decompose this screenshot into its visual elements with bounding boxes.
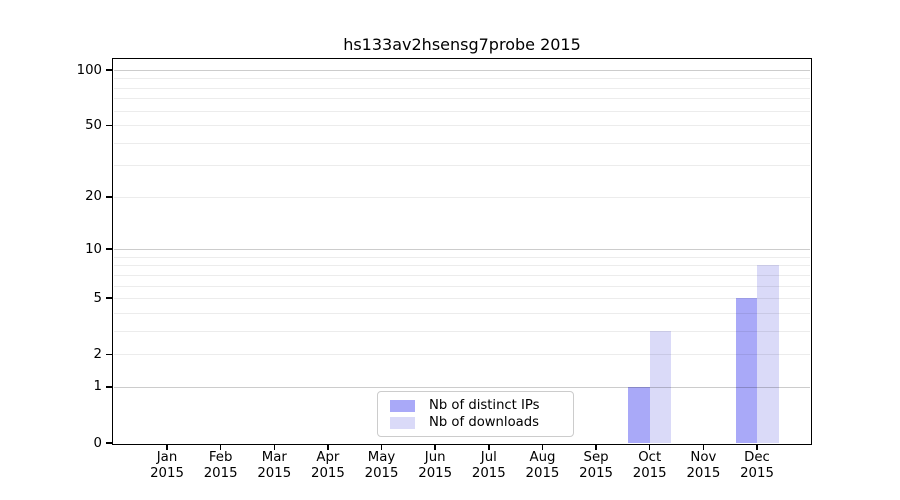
x-tick-mark [756, 444, 758, 450]
legend-swatch-downloads [390, 416, 415, 429]
legend-item-downloads: Nb of downloads [390, 414, 565, 431]
y-tick-mark [106, 248, 113, 250]
x-tick-mark [327, 444, 329, 450]
x-tick-label: Sep 2015 [579, 450, 613, 481]
legend: Nb of distinct IPs Nb of downloads [377, 391, 574, 437]
y-tick-label: 1 [93, 379, 102, 395]
bar-nb-of-downloads-dec [757, 265, 779, 443]
x-tick-mark [219, 444, 222, 450]
gridline-major-10 [114, 249, 810, 251]
bar-nb-of-distinct-ips-oct [628, 386, 650, 443]
legend-label-downloads: Nb of downloads [429, 414, 539, 430]
x-tick-label: Feb 2015 [203, 450, 238, 481]
bar-nb-of-distinct-ips-dec [735, 298, 757, 443]
gridline-minor-7 [114, 274, 810, 276]
gridline-minor-2 [114, 354, 810, 356]
y-tick-label: 5 [93, 290, 102, 306]
x-tick-label: Jan 2015 [150, 450, 184, 481]
plot-area [114, 60, 810, 443]
y-tick-mark [106, 196, 113, 198]
gridline-minor-3 [114, 330, 810, 332]
gridline-minor-30 [114, 165, 810, 167]
x-tick-mark [166, 444, 168, 450]
x-tick-mark [702, 444, 705, 450]
x-tick-label: Oct 2015 [632, 450, 667, 481]
y-tick-mark [106, 353, 113, 355]
bar-nb-of-downloads-oct [649, 330, 672, 443]
legend-swatch-distinct-ips [390, 399, 415, 412]
x-tick-mark [434, 444, 436, 450]
gridline-minor-40 [114, 142, 810, 144]
gridline-minor-6 [114, 285, 810, 287]
x-tick-label: Nov 2015 [686, 450, 721, 481]
y-tick-label: 2 [93, 346, 102, 362]
y-tick-label: 10 [85, 241, 102, 257]
y-tick-label: 50 [85, 117, 102, 133]
y-tick-label: 100 [76, 62, 102, 78]
x-tick-label: Jun 2015 [418, 450, 453, 481]
gridline-minor-60 [114, 110, 810, 112]
gridline-major-1 [114, 386, 810, 388]
y-tick-mark [106, 124, 113, 126]
x-tick-mark [488, 444, 490, 450]
gridline-major-100 [114, 70, 810, 71]
y-tick-mark [106, 386, 113, 388]
chart-title: hs133av2hsensg7probe 2015 [343, 35, 581, 54]
gridline-minor-9 [114, 256, 810, 258]
y-tick-label: 0 [93, 435, 102, 451]
y-tick-mark [106, 442, 113, 444]
x-tick-mark [380, 444, 383, 450]
x-tick-mark [273, 444, 275, 450]
gridline-minor-70 [114, 98, 810, 100]
gridline-minor-5 [114, 298, 810, 300]
x-tick-label: Jul 2015 [471, 450, 506, 481]
x-tick-mark [541, 444, 544, 450]
gridline-minor-90 [114, 78, 810, 80]
gridline-minor-80 [114, 87, 810, 89]
y-tick-mark [106, 297, 113, 299]
gridline-minor-20 [114, 196, 810, 198]
x-tick-label: Aug 2015 [525, 450, 560, 481]
x-tick-label: Dec 2015 [740, 450, 774, 481]
legend-label-distinct-ips: Nb of distinct IPs [429, 397, 540, 413]
y-tick-label: 20 [85, 189, 102, 205]
gridline-minor-8 [114, 265, 810, 267]
x-tick-label: May 2015 [364, 450, 399, 481]
x-tick-mark [649, 444, 651, 450]
x-tick-mark [595, 444, 597, 450]
gridline-minor-4 [114, 312, 810, 314]
gridline-minor-50 [114, 125, 810, 127]
legend-item-distinct-ips: Nb of distinct IPs [390, 397, 565, 414]
y-tick-mark [106, 69, 113, 71]
x-tick-label: Apr 2015 [310, 450, 345, 481]
x-tick-label: Mar 2015 [257, 450, 292, 481]
